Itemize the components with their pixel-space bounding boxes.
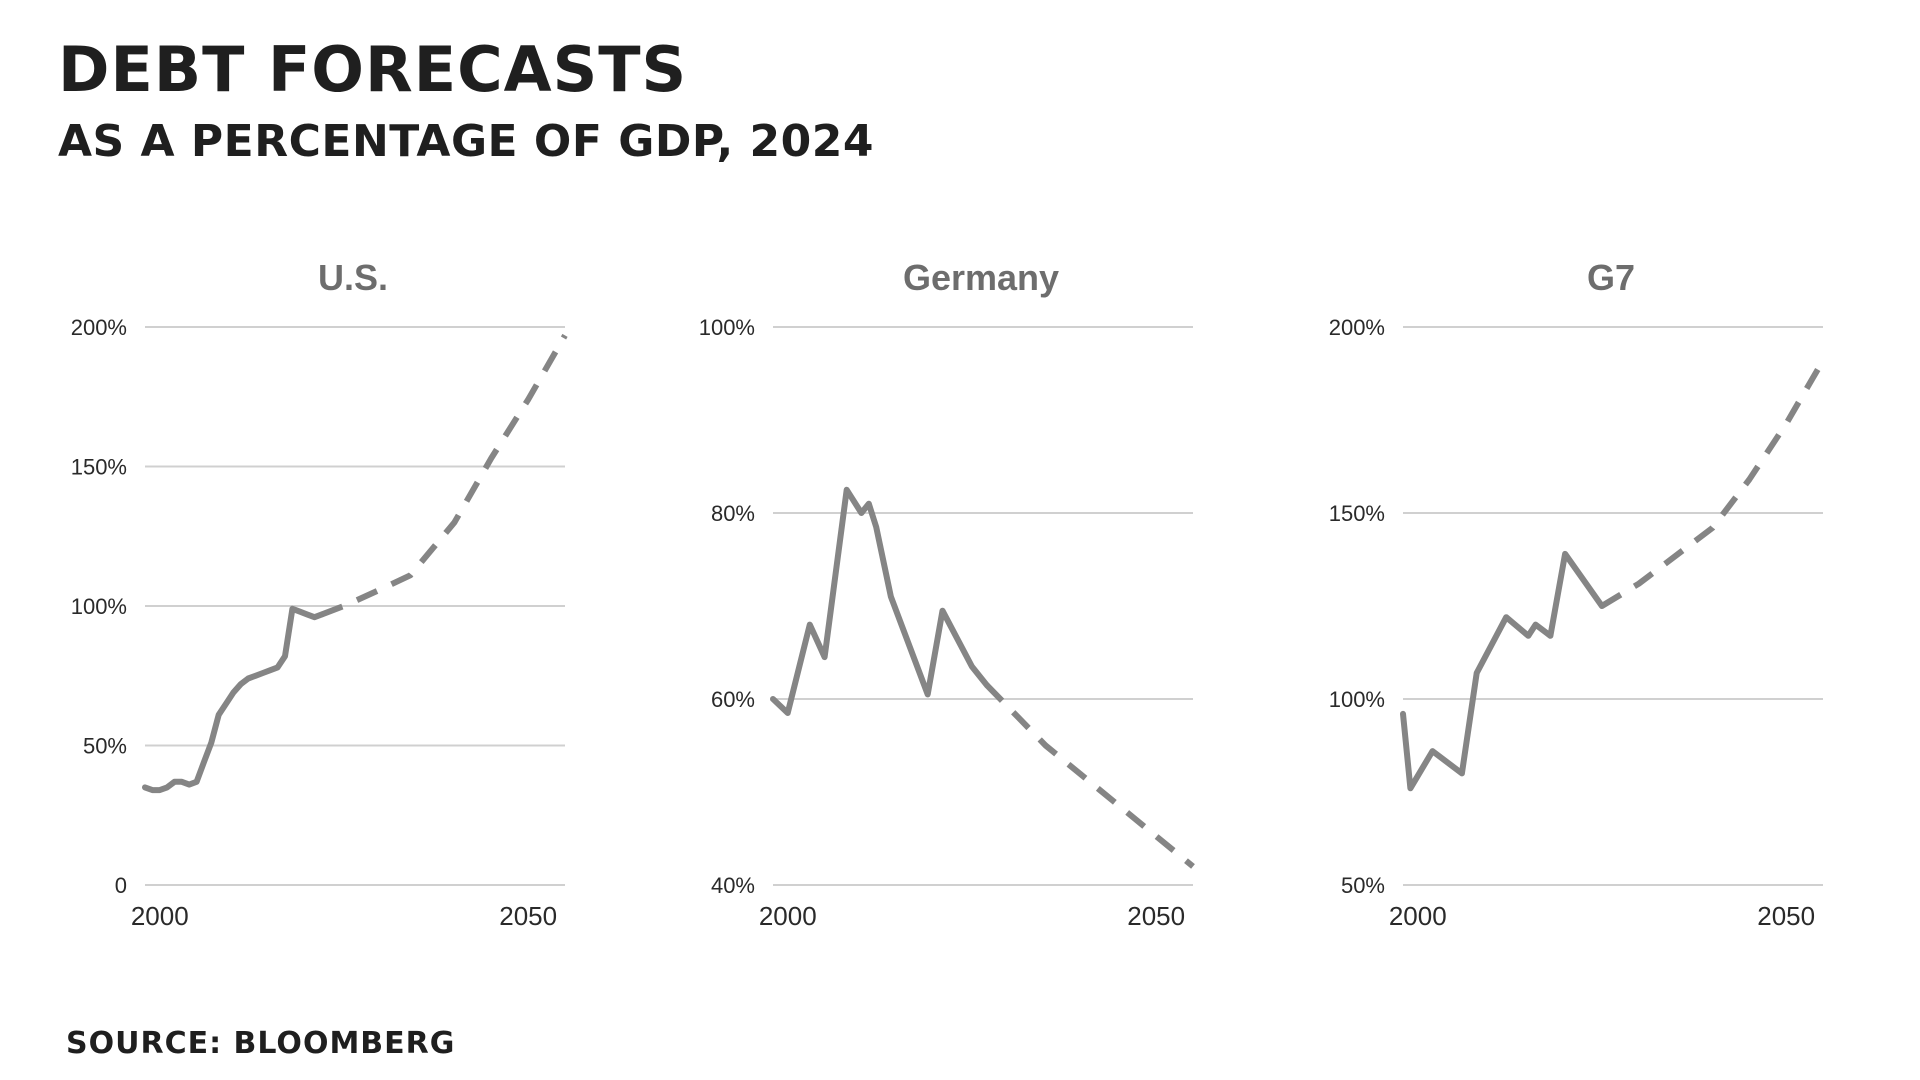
source-note: SOURCE: BLOOMBERG (66, 1026, 456, 1061)
charts-area: U.S. 0 50% 100% 150% 200% 2000 2050 Germany 40% 6… (71, 257, 1826, 931)
panel-title-germany: Germany (903, 257, 1059, 298)
historical-line-g7 (1400, 550, 1605, 792)
y-tick-label: 50% (83, 734, 127, 759)
y-tick-label: 80% (711, 501, 755, 526)
forecast-line-germany (984, 682, 1195, 869)
y-tick-label: 100% (71, 594, 127, 619)
historical-line-us (142, 605, 325, 794)
panel-title-g7: G7 (1587, 257, 1635, 298)
x-tick-label: 2050 (1127, 901, 1185, 931)
y-tick-label: 50% (1341, 873, 1385, 898)
panel-us: U.S. 0 50% 100% 150% 200% 2000 2050 (71, 257, 568, 931)
y-tick-label: 150% (71, 455, 127, 480)
x-tick-label: 2000 (759, 901, 817, 931)
historical-line-germany (770, 486, 990, 716)
y-tick-label: 0 (115, 873, 127, 898)
y-tick-label: 200% (71, 315, 127, 340)
x-tick-label: 2050 (499, 901, 557, 931)
y-tick-label: 60% (711, 687, 755, 712)
y-tick-label: 100% (1329, 687, 1385, 712)
x-tick-label: 2050 (1757, 901, 1815, 931)
chart-title: DEBT FORECASTS (58, 33, 688, 106)
y-tick-label: 40% (711, 873, 755, 898)
y-tick-label: 150% (1329, 501, 1385, 526)
panel-germany: Germany 40% 60% 80% 100% 2000 2050 (699, 257, 1195, 931)
panel-g7: G7 50% 100% 150% 200% 2000 2050 (1329, 257, 1826, 931)
forecast-line-us (320, 333, 568, 618)
forecast-line-g7 (1600, 358, 1826, 609)
x-tick-label: 2000 (131, 901, 189, 931)
x-tick-label: 2000 (1389, 901, 1447, 931)
chart-subtitle: AS A PERCENTAGE OF GDP, 2024 (58, 116, 875, 167)
panel-title-us: U.S. (318, 257, 388, 298)
y-tick-label: 200% (1329, 315, 1385, 340)
y-tick-label: 100% (699, 315, 755, 340)
